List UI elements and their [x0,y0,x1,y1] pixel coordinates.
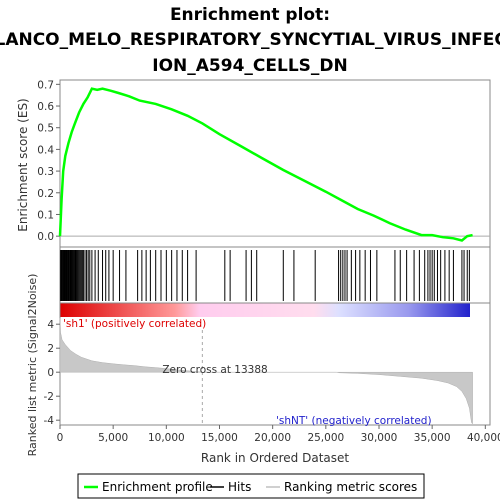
x-tick-label: 20,000 [254,432,291,444]
metric-y-axis-label: Ranked list metric (Signal2Noise) [26,274,39,457]
x-tick-label: 10,000 [148,432,185,444]
x-tick-label: 0 [57,432,64,444]
metric-y-tick-label: 4 [47,319,54,331]
es-panel-frame [59,79,491,248]
x-tick-label: 40,000 [467,432,500,444]
metric-y-tick-label: -2 [44,391,54,403]
x-tick-label: 25,000 [307,432,344,444]
x-tick-label: 30,000 [361,432,398,444]
hits-marks [60,250,470,301]
es-y-axis-label: Enrichment score (ES) [16,98,30,231]
metric-y-tick-label: 0 [47,367,54,379]
zero-cross-label: Zero cross at 13388 [162,364,267,376]
chart-title-line-2: BLANCO_MELO_RESPIRATORY_SYNCYTIAL_VIRUS_… [0,30,500,50]
es-y-axis: 0.0 0.1 0.2 0.3 0.4 0.5 0.6 0.7 [37,79,60,243]
es-y-tick-label: 0.6 [37,101,54,113]
hits-panel-frame [59,246,491,304]
es-y-tick-label: 0.0 [37,231,54,243]
rank-colorbar [60,303,470,317]
x-axis: 0 5,000 10,000 15,000 20,000 25,000 30,000 35,0… [57,425,500,444]
x-tick-label: 35,000 [414,432,451,444]
x-tick-label: 15,000 [201,432,238,444]
metric-y-tick-label: 2 [47,343,54,355]
es-y-tick-label: 0.7 [37,79,54,91]
metric-y-axis: 4 2 0 -2 -4 [44,319,60,427]
x-axis-label: Rank in Ordered Dataset [201,451,349,465]
legend-enrichment-label: Enrichment profile [102,480,213,494]
x-tick-label: 5,000 [98,432,128,444]
chart-title-line-3: ION_A594_CELLS_DN [152,56,347,76]
es-y-tick-label: 0.4 [37,144,54,156]
chart-title-line-1: Enrichment plot: [170,5,330,25]
metric-y-tick-label: -4 [44,415,55,427]
legend-hits-label: Hits [228,480,251,494]
es-profile-line [58,87,473,242]
legend-metric-label: Ranking metric scores [284,480,417,494]
ranking-metric-area [59,318,473,425]
legend-box [77,473,425,499]
es-y-tick-label: 0.2 [37,188,54,200]
es-y-tick-label: 0.1 [37,209,54,221]
positive-correlation-label: 'sh1' (positively correlated) [63,318,206,330]
es-y-tick-label: 0.3 [37,166,54,178]
negative-correlation-label: 'shNT' (negatively correlated) [276,415,432,427]
es-y-tick-label: 0.5 [37,123,54,135]
